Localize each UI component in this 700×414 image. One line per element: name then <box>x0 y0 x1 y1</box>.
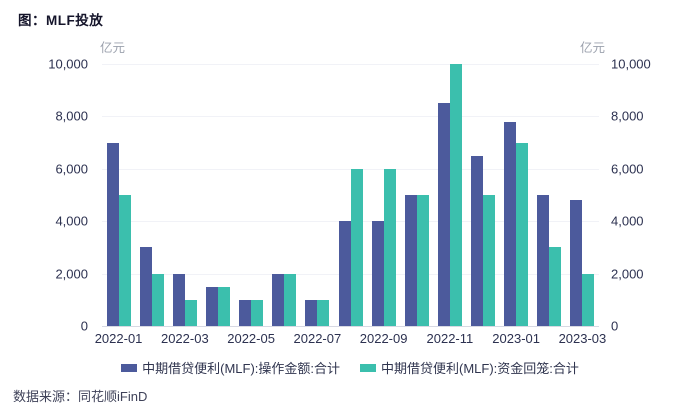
x-axis-line <box>102 326 599 327</box>
plot-area: 0 0 2,000 2,000 4,000 4,000 6,000 6,000 8,000 8,0… <box>48 58 651 346</box>
y-axis-tick-left: 4,000 <box>55 213 88 229</box>
y-axis-tick-right: 8,000 <box>611 108 644 124</box>
y-axis-tick-left: 10,000 <box>48 56 88 72</box>
x-axis-tick: 2022-09 <box>359 331 408 346</box>
bar-2023-01-series1[interactable] <box>504 121 517 326</box>
y-axis-unit-right: 亿元 <box>580 41 606 55</box>
bar-2023-03-series1[interactable] <box>570 199 583 326</box>
legend-swatch-maturity-icon <box>360 363 376 372</box>
x-axis-tick: 2023-03 <box>558 331 607 346</box>
bar-2022-10-series1[interactable] <box>404 195 417 326</box>
bar-2022-01-series2[interactable] <box>118 195 131 326</box>
y-axis-tick-left: 2,000 <box>55 266 88 282</box>
bar-2022-08-series1[interactable] <box>338 221 351 326</box>
bar-2022-04-series1[interactable] <box>205 286 218 326</box>
y-axis-tick-left: 8,000 <box>55 108 88 124</box>
x-axis-tick: 2022-11 <box>426 331 474 346</box>
bar-2023-02-series2[interactable] <box>549 247 562 326</box>
gridline <box>102 64 599 65</box>
bar-2022-09-series1[interactable] <box>371 221 384 326</box>
legend: 中期借贷便利(MLF):操作金额:合计 中期借贷便利(MLF):资金回笼:合计 <box>0 358 700 377</box>
bar-2022-02-series1[interactable] <box>139 247 152 326</box>
bar-2023-03-series2[interactable] <box>582 273 595 326</box>
y-axis-tick-right: 10,000 <box>611 56 651 72</box>
bar-2022-06-series2[interactable] <box>284 273 297 326</box>
y-axis-tick-right: 6,000 <box>611 161 644 177</box>
y-axis-unit-left: 亿元 <box>100 41 126 55</box>
chart-title: 图：MLF投放 <box>18 13 104 28</box>
legend-swatch-operation-icon <box>121 363 138 372</box>
bar-2022-03-series2[interactable] <box>184 299 197 326</box>
bar-2022-06-series1[interactable] <box>272 273 285 326</box>
bar-2022-04-series2[interactable] <box>217 286 230 326</box>
y-axis-tick-right: 2,000 <box>611 266 644 282</box>
bar-2023-01-series2[interactable] <box>516 142 529 326</box>
bar-2022-12-series1[interactable] <box>471 155 484 326</box>
legend-item-operation[interactable]: 中期借贷便利(MLF):操作金额:合计 <box>121 358 340 377</box>
x-axis-tick: 2022-05 <box>227 331 275 346</box>
bar-2022-07-series1[interactable] <box>305 299 318 326</box>
x-axis-tick: 2023-01 <box>492 331 541 346</box>
data-source: 数据来源：同花顺iFinD <box>13 389 148 404</box>
x-axis-tick: 2022-03 <box>160 331 209 346</box>
y-axis-tick-right: 0 <box>611 318 619 334</box>
bar-2022-03-series1[interactable] <box>172 273 185 326</box>
y-axis-tick-right: 4,000 <box>611 213 644 229</box>
bar-2022-10-series2[interactable] <box>416 195 429 326</box>
bar-2022-12-series2[interactable] <box>483 195 496 326</box>
legend-label-maturity: 中期借贷便利(MLF):资金回笼:合计 <box>381 361 579 376</box>
bar-2022-05-series1[interactable] <box>239 299 252 326</box>
gridline <box>102 116 599 118</box>
bar-2022-05-series2[interactable] <box>251 299 264 326</box>
legend-item-maturity[interactable]: 中期借贷便利(MLF):资金回笼:合计 <box>360 358 579 377</box>
bar-2022-11-series2[interactable] <box>449 64 462 326</box>
legend-label-operation: 中期借贷便利(MLF):操作金额:合计 <box>142 361 340 376</box>
bar-2022-02-series2[interactable] <box>151 273 164 326</box>
y-axis-tick-left: 0 <box>80 318 88 334</box>
bar-2022-07-series2[interactable] <box>317 299 330 326</box>
bar-2022-11-series1[interactable] <box>437 103 450 326</box>
bar-2022-09-series2[interactable] <box>383 168 396 326</box>
bar-2022-01-series1[interactable] <box>106 142 119 326</box>
bar-2022-08-series2[interactable] <box>350 168 363 326</box>
y-axis-tick-left: 6,000 <box>55 161 88 177</box>
x-axis-tick: 2022-01 <box>94 331 143 346</box>
bar-2023-02-series1[interactable] <box>537 195 550 326</box>
x-axis-tick: 2022-07 <box>293 331 342 346</box>
